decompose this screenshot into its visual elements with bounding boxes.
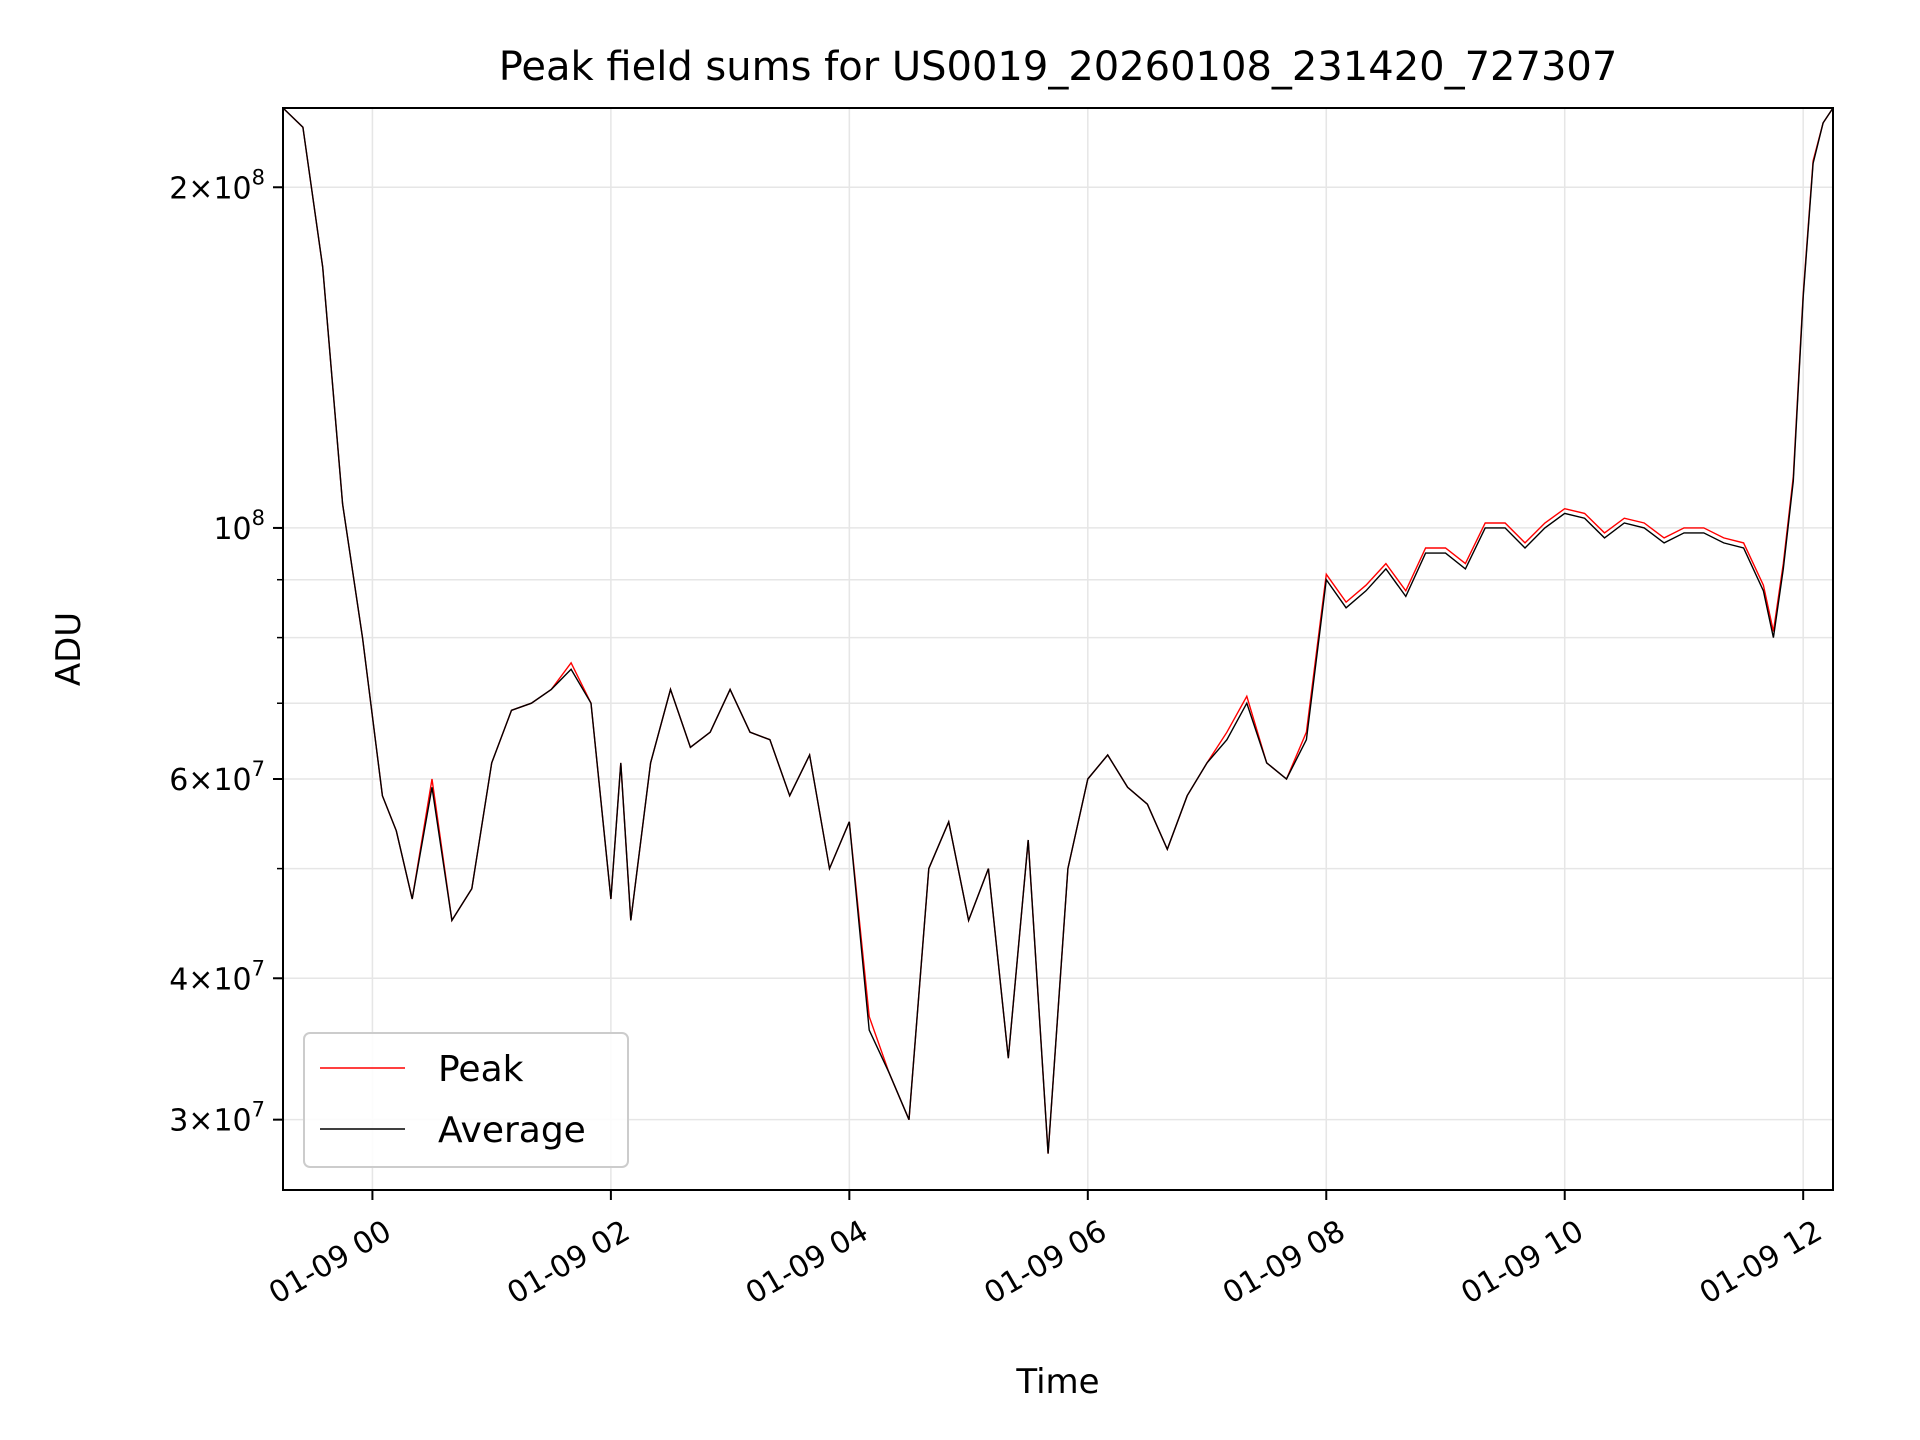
plot-frame <box>282 107 1834 1191</box>
legend-label-average: Average <box>438 1110 586 1151</box>
legend-box <box>303 1032 629 1168</box>
series-line-average <box>282 107 1834 1154</box>
y-axis-ticks: 3×107 4×107 6×107 108 2×108 <box>169 165 283 1139</box>
plot-area <box>282 107 1834 1154</box>
grid <box>283 108 1833 1190</box>
legend-label-peak: Peak <box>438 1049 524 1090</box>
chart-title: Peak field sums for US0019_20260108_2314… <box>499 44 1618 90</box>
y-tick-label: 2×108 <box>169 165 265 206</box>
y-tick-label: 3×107 <box>169 1098 265 1139</box>
y-tick-label: 4×107 <box>169 956 265 997</box>
legend: Peak Average <box>303 1032 629 1168</box>
y-tick-label: 108 <box>213 506 265 547</box>
y-tick-label: 6×107 <box>169 757 265 798</box>
y-axis-label: ADU <box>49 612 89 686</box>
x-axis-label: Time <box>1015 1362 1099 1402</box>
